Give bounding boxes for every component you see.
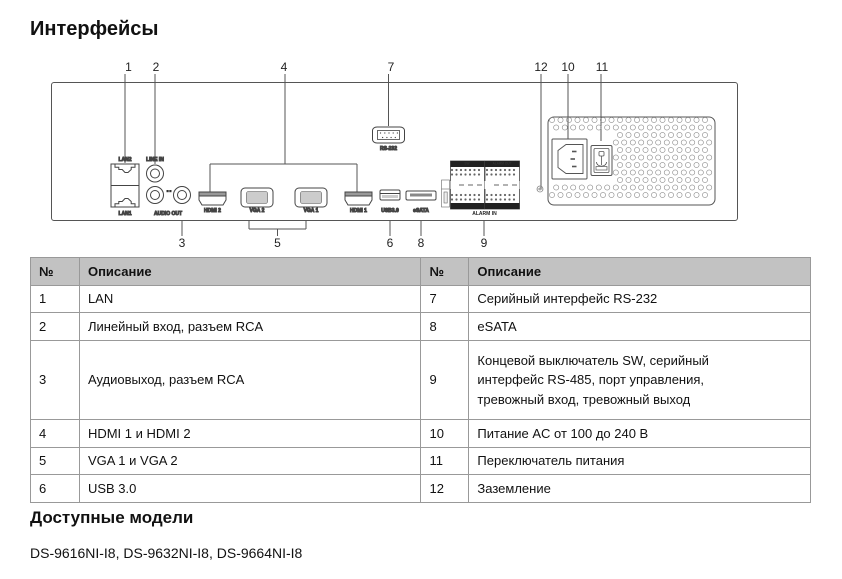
svg-text:3: 3 — [179, 236, 186, 250]
svg-text:6: 6 — [387, 236, 394, 250]
svg-text:9: 9 — [481, 236, 488, 250]
svg-text:8: 8 — [418, 236, 425, 250]
svg-text:5: 5 — [274, 236, 281, 250]
